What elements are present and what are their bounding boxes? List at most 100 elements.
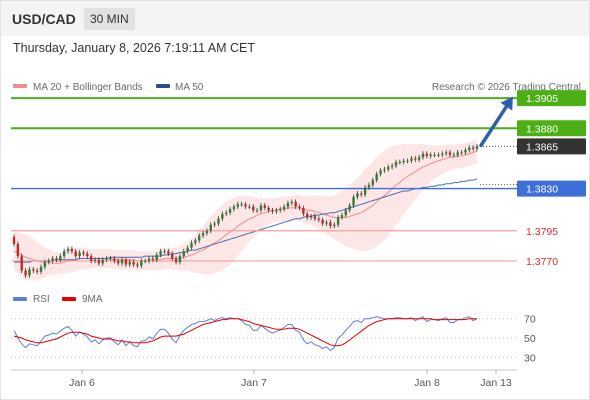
price-level-tags: 1.3905 1.3880 1.3865 1.3830 1.3795 1.3770 bbox=[517, 90, 586, 268]
candle-body bbox=[290, 201, 293, 204]
candle-body bbox=[367, 184, 371, 188]
forecast-arrow-head bbox=[500, 96, 513, 111]
rsi-legend-swatch bbox=[13, 297, 27, 301]
rsi-tick-label: 50 bbox=[524, 333, 536, 345]
candle-body bbox=[217, 218, 220, 224]
rsi-legend-label: RSI bbox=[33, 294, 50, 305]
candle-body bbox=[12, 236, 16, 245]
x-axis: Jan 6 Jan 7 Jan 8 Jan 13 bbox=[69, 370, 512, 389]
resistance-tag-label: 1.3880 bbox=[526, 123, 558, 135]
candle-body bbox=[325, 222, 328, 224]
candle-body bbox=[302, 207, 305, 214]
candle-body bbox=[59, 256, 62, 260]
candle-body bbox=[39, 266, 43, 272]
rsi-lines bbox=[13, 316, 478, 352]
ma50-legend-swatch bbox=[156, 84, 170, 88]
candle-body bbox=[356, 193, 359, 198]
candle-body bbox=[171, 253, 174, 259]
chart-header: USD/CAD 30 MIN bbox=[1, 1, 589, 36]
ma20-legend-label: MA 20 + Bollinger Bands bbox=[33, 82, 143, 93]
candle-body bbox=[360, 193, 363, 195]
candle-body bbox=[406, 160, 409, 162]
rsi-gridlines: 70 50 30 bbox=[11, 314, 536, 364]
ma20-legend-swatch bbox=[13, 84, 27, 88]
candle-body bbox=[35, 270, 39, 272]
candle-body bbox=[182, 251, 185, 257]
candle-body bbox=[259, 205, 263, 211]
candle-body bbox=[468, 147, 471, 150]
candle-body bbox=[86, 253, 89, 257]
candle-body bbox=[255, 210, 259, 212]
candle-body bbox=[336, 217, 340, 225]
rsi-legend: RSI 9MA bbox=[13, 294, 103, 305]
current-price-tag-label: 1.3865 bbox=[526, 141, 558, 153]
candle-body bbox=[333, 224, 336, 226]
candle-body bbox=[275, 210, 278, 212]
candle-body bbox=[452, 154, 456, 156]
instrument-title: USD/CAD bbox=[12, 11, 76, 27]
candle-body bbox=[147, 258, 151, 261]
candle-body bbox=[101, 259, 104, 264]
candle-body bbox=[437, 154, 440, 156]
candle-body bbox=[348, 205, 351, 211]
candle-body bbox=[425, 153, 429, 157]
forecast-arrow bbox=[479, 96, 513, 148]
candle-body bbox=[225, 212, 228, 214]
candle-body bbox=[444, 152, 448, 154]
candle-body bbox=[198, 235, 201, 241]
candle-body bbox=[155, 254, 158, 260]
pivot-tag bbox=[517, 180, 586, 197]
candle-body bbox=[201, 233, 205, 236]
candle-body bbox=[62, 251, 66, 257]
candle-body bbox=[398, 162, 402, 164]
candlesticks bbox=[12, 143, 479, 278]
x-tick-label: Jan 13 bbox=[480, 377, 512, 389]
candle-body bbox=[471, 147, 475, 149]
candle-body bbox=[298, 206, 301, 208]
candle-body bbox=[16, 244, 20, 257]
resistance-tag-label: 1.3905 bbox=[526, 93, 558, 105]
candle-body bbox=[205, 230, 209, 234]
candle-body bbox=[109, 258, 112, 260]
candle-body bbox=[321, 219, 324, 224]
candle-body bbox=[294, 201, 297, 207]
candle-body bbox=[375, 174, 378, 181]
candle-body bbox=[429, 154, 432, 157]
candle-body bbox=[236, 204, 239, 207]
candle-body bbox=[28, 269, 31, 276]
candle-body bbox=[317, 218, 320, 220]
candle-body bbox=[78, 252, 81, 257]
candle-body bbox=[394, 162, 398, 166]
candle-body bbox=[329, 222, 332, 226]
candle-body bbox=[89, 256, 93, 261]
candle-body bbox=[97, 259, 101, 264]
candle-body bbox=[279, 209, 282, 211]
candle-body bbox=[228, 209, 232, 213]
candle-body bbox=[113, 258, 116, 261]
candle-body bbox=[282, 206, 286, 210]
timeframe-badge[interactable]: 30 MIN bbox=[84, 8, 135, 30]
candle-body bbox=[151, 258, 155, 260]
candle-body bbox=[252, 206, 255, 211]
candle-body bbox=[209, 224, 212, 231]
candle-body bbox=[120, 259, 124, 264]
candle-body bbox=[132, 262, 135, 265]
candle-body bbox=[178, 256, 182, 263]
candle-body bbox=[313, 216, 317, 219]
candle-body bbox=[66, 248, 70, 252]
candle-body bbox=[363, 187, 367, 195]
candle-body bbox=[306, 213, 309, 218]
candle-body bbox=[263, 205, 266, 208]
candle-body bbox=[159, 251, 162, 255]
x-tick-label: Jan 6 bbox=[69, 377, 95, 389]
candle-body bbox=[124, 259, 128, 265]
candle-body bbox=[248, 206, 251, 208]
chart-datetime: Thursday, January 8, 2026 7:19:11 AM CET bbox=[13, 41, 256, 55]
candle-body bbox=[43, 262, 47, 267]
candle-body bbox=[51, 258, 54, 261]
candle-body bbox=[402, 160, 405, 163]
candle-body bbox=[116, 260, 120, 264]
candle-body bbox=[340, 215, 344, 218]
candle-body bbox=[128, 262, 131, 265]
